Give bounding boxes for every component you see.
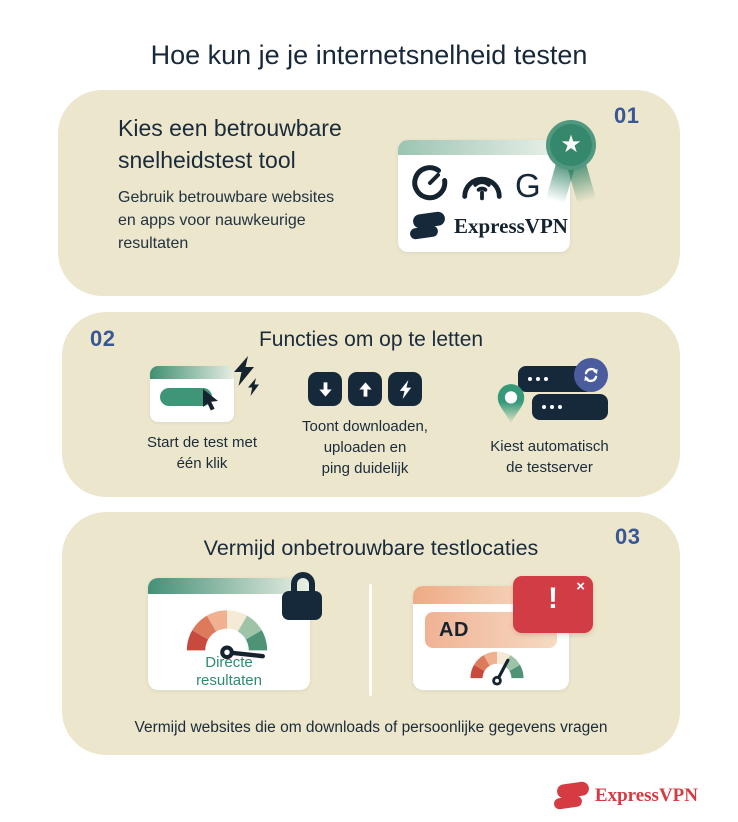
one-click-illustration <box>142 356 262 422</box>
step1-heading: Kies een betrouwbare snelheidstest tool <box>118 112 342 176</box>
lightning-bolt-icon <box>248 378 259 401</box>
feature-one-click: Start de test met één klik <box>104 356 300 474</box>
page-title: Hoe kun je je internetsnelheid testen <box>150 40 588 70</box>
speed-gauge-icon <box>178 602 276 667</box>
server-bar <box>531 394 608 420</box>
step1-heading-line: snelheidstest tool <box>118 147 296 173</box>
expressvpn-wordmark: ExpressVPN <box>454 214 568 238</box>
step-card-1: 01 Kies een betrouwbare snelheidstest to… <box>58 90 680 296</box>
result-label: Directe resultaten <box>196 654 262 689</box>
feature-caption: Start de test met één klik <box>146 434 258 472</box>
download-icon <box>308 372 342 406</box>
exclamation-icon: ! <box>548 582 558 615</box>
google-g-icon: G <box>515 167 541 204</box>
speedometer-icon <box>411 164 449 207</box>
feature-autoserver: Kiest automatisch de testserver <box>462 358 637 478</box>
cursor-icon <box>198 386 224 417</box>
footer-brand: ExpressVPN <box>0 780 738 810</box>
location-pin-icon <box>494 382 528 431</box>
ping-icon <box>388 372 422 406</box>
signal-gauge-icon <box>458 164 506 207</box>
feature-caption: Toont downloaden, uploaden en ping duide… <box>302 418 428 477</box>
close-icon: × <box>576 578 585 595</box>
start-button-shape <box>160 388 212 406</box>
step3-heading: Vermijd onbetrouwbare testlocaties <box>203 536 539 560</box>
tool-icons-row: G <box>398 155 570 207</box>
feature-metrics: Toont downloaden, uploaden en ping duide… <box>285 360 445 479</box>
step-number-3: 03 <box>615 524 641 549</box>
step1-body-line: en apps voor nauwkeurige <box>118 212 306 229</box>
upload-icon <box>348 372 382 406</box>
feature-caption: Kiest automatisch de testserver <box>490 438 609 476</box>
speedtest-tools-illustration: G ExpressVPN <box>398 140 570 252</box>
divider <box>369 584 372 696</box>
ad-label: AD <box>439 618 469 641</box>
server-stack-icon <box>492 358 608 426</box>
alert-popup: ! × <box>513 576 593 633</box>
expressvpn-logo-icon <box>553 780 590 810</box>
award-ribbon-icon: ★ <box>543 120 599 206</box>
padlock-icon <box>282 572 324 620</box>
speed-gauge-icon <box>465 646 529 691</box>
step1-body: Gebruik betrouwbare websites en apps voo… <box>118 186 334 255</box>
browser-header-bar <box>398 140 570 155</box>
step-number-2: 02 <box>90 326 116 351</box>
step1-heading-line: Kies een betrouwbare <box>118 115 342 141</box>
expressvpn-wordmark: ExpressVPN <box>594 784 698 806</box>
medal-circle: ★ <box>546 120 596 170</box>
step-card-2: 02 Functies om op te letten <box>62 312 680 497</box>
step3-note: Vermijd websites die om downloads of per… <box>134 719 608 736</box>
star-icon: ★ <box>560 131 582 158</box>
step1-body-line: Gebruik betrouwbare websites <box>118 189 335 206</box>
step-number-1: 01 <box>614 103 640 128</box>
browser-header-bar <box>150 366 234 379</box>
browser-window-icon <box>150 366 234 422</box>
lightning-bolt-icon <box>234 356 254 391</box>
metric-icons-row <box>308 372 422 406</box>
step1-body-line: resultaten <box>118 235 189 252</box>
expressvpn-brand-row: ExpressVPN <box>398 207 570 241</box>
expressvpn-logo-icon <box>409 210 446 241</box>
step-card-3: 03 Vermijd onbetrouwbare testlocaties <box>62 512 680 755</box>
browser-header-bar <box>148 578 310 594</box>
refresh-icon <box>573 358 608 392</box>
step2-heading: Functies om op te letten <box>258 328 484 351</box>
